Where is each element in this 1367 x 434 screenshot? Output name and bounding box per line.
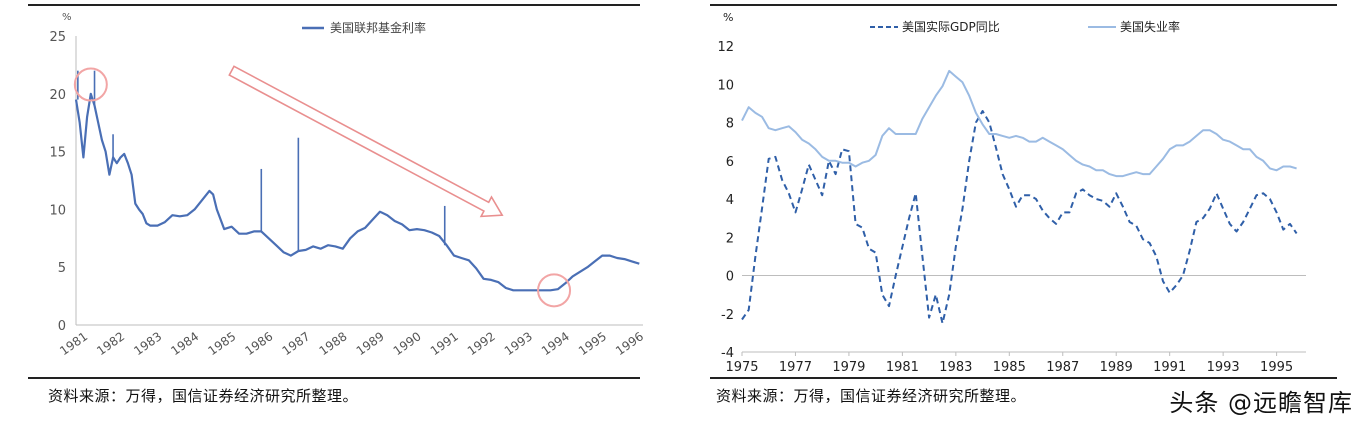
annotation-circle: [73, 67, 108, 102]
x-tick-label: 1989: [1100, 360, 1133, 375]
annotation-circle: [537, 273, 572, 308]
watermark: 头条 @远瞻智库: [1169, 389, 1353, 417]
legend-label-unemployment: 美国失业率: [1120, 19, 1180, 34]
y-tick-label: 20: [49, 88, 66, 103]
x-tick-label: 1985: [205, 329, 238, 358]
top-rule: [28, 4, 640, 6]
x-tick-label: 1991: [1153, 360, 1186, 375]
gdp-unemployment-chart: % -4 -2 0 2 4 6 8 10 12 1975 1977 1979 1981 1983 1985 19…: [717, 11, 1306, 375]
x-tick-label: 1985: [993, 360, 1026, 375]
x-tick-label: 1975: [725, 360, 758, 375]
y-tick-label: 15: [49, 146, 66, 161]
x-tick-label: 1988: [317, 329, 350, 358]
x-tick-label: 1989: [354, 329, 387, 358]
x-tick-label: 1986: [242, 329, 275, 358]
x-tick-label: 1984: [168, 329, 201, 358]
right-chart-panel: % -4 -2 0 2 4 6 8 10 12 1975 1977 1979 1981 1983 1985 19…: [700, 0, 1367, 434]
x-tick-label: 1979: [832, 360, 865, 375]
y-tick-label: 10: [49, 203, 66, 218]
y-tick-label: 2: [726, 231, 734, 246]
bottom-rule: [28, 377, 640, 379]
x-tick-label: 1996: [613, 329, 646, 358]
y-tick-label: -2: [721, 308, 734, 323]
x-tick-label: 1981: [886, 360, 919, 375]
y-tick-label: 0: [58, 319, 66, 334]
x-tick-label: 1977: [779, 360, 812, 375]
x-tick-label: 1994: [539, 329, 572, 358]
x-tick-label: 1993: [502, 329, 535, 358]
x-tick-label: 1987: [280, 329, 313, 358]
series-line-unemployment: [741, 69, 1297, 178]
source-note: 资料来源：万得，国信证券经济研究所整理。: [48, 387, 359, 405]
y-axis-unit: %: [723, 11, 733, 24]
y-tick-label: 0: [726, 270, 734, 285]
y-tick-label: 12: [717, 40, 734, 55]
x-tick-label: 1995: [1260, 360, 1293, 375]
source-note: 资料来源：万得，国信证券经济研究所整理。: [716, 387, 1027, 405]
left-chart-panel: % 0 5 10 15 20 25 1981 1982 1983 1984 1985 1986 1987 1…: [0, 0, 680, 434]
y-tick-label: 8: [726, 117, 734, 132]
x-tick-label: 1995: [576, 329, 609, 358]
x-tick-label: 1992: [465, 329, 498, 358]
legend-label-fed-funds: 美国联邦基金利率: [330, 20, 426, 35]
x-tick-label: 1993: [1207, 360, 1240, 375]
top-rule: [710, 4, 1337, 6]
x-tick-label: 1991: [428, 329, 461, 358]
x-tick-label: 1982: [94, 329, 127, 358]
annotation-arrow: [228, 65, 504, 218]
legend-label-gdp: 美国实际GDP同比: [902, 19, 1000, 34]
y-tick-label: 25: [49, 30, 66, 45]
y-tick-label: -4: [721, 346, 734, 361]
series-line-fed-funds: [74, 92, 640, 292]
x-tick-label: 1990: [391, 329, 424, 358]
y-tick-label: 5: [58, 261, 66, 276]
y-tick-label: 4: [726, 193, 734, 208]
series-line-gdp: [741, 110, 1298, 325]
y-tick-label: 10: [717, 78, 734, 93]
y-axis-unit: %: [62, 12, 72, 23]
bottom-rule: [710, 377, 1337, 379]
y-tick-label: 6: [726, 155, 734, 170]
x-tick-label: 1987: [1046, 360, 1079, 375]
x-tick-label: 1983: [939, 360, 972, 375]
x-tick-label: 1983: [131, 329, 164, 358]
